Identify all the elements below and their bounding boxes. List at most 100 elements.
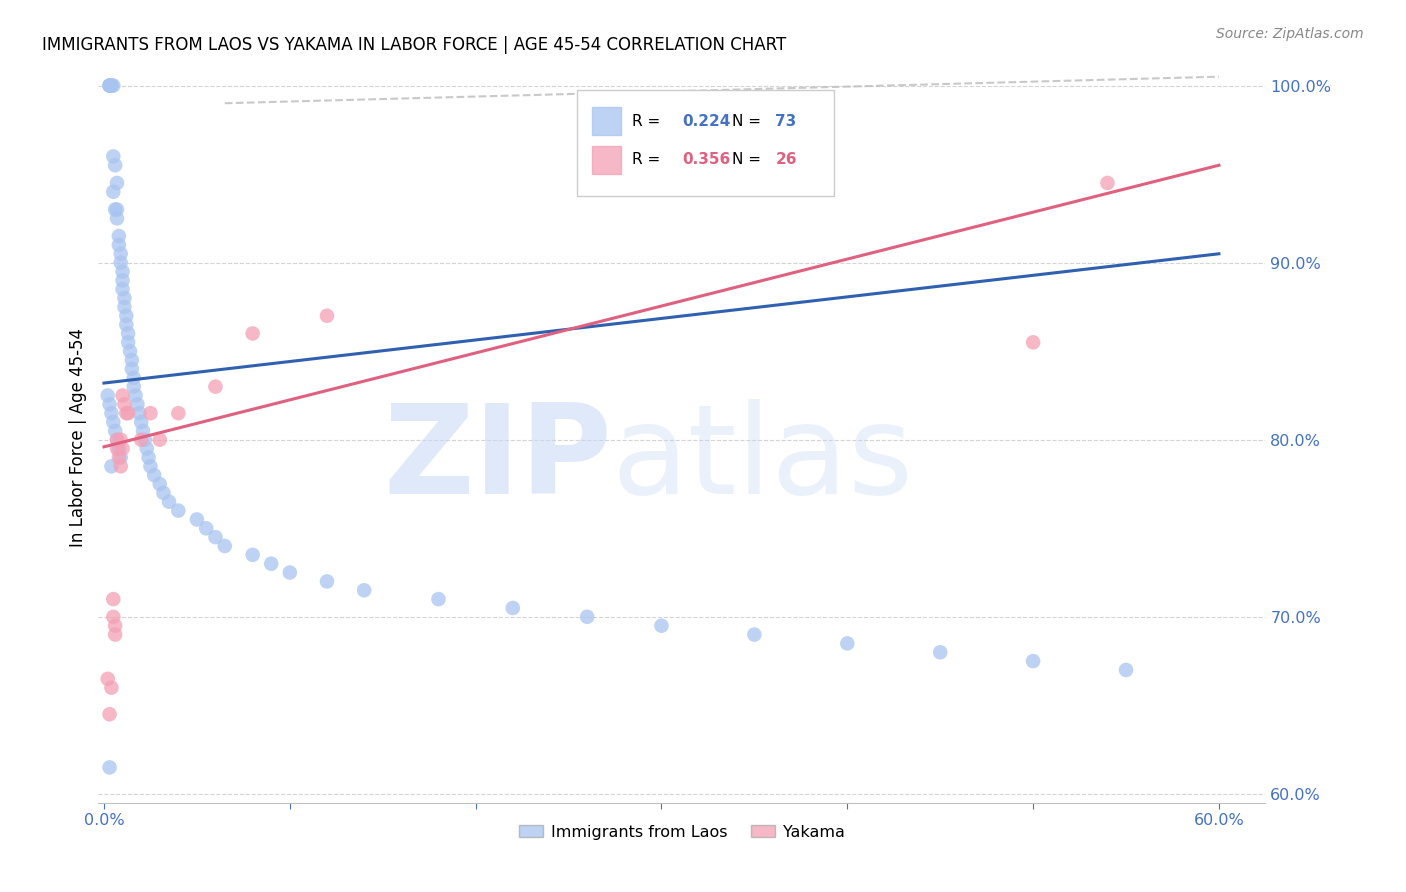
Point bbox=[108, 442, 131, 456]
Point bbox=[121, 362, 143, 376]
Point bbox=[1022, 335, 1045, 350]
Point bbox=[105, 433, 128, 447]
Point bbox=[98, 760, 121, 774]
Text: 0.224: 0.224 bbox=[682, 113, 730, 128]
Point bbox=[111, 282, 134, 296]
Point bbox=[111, 264, 134, 278]
Point bbox=[105, 202, 128, 217]
Point bbox=[138, 450, 160, 465]
Point bbox=[110, 247, 132, 261]
Point bbox=[929, 645, 952, 659]
Point bbox=[1097, 176, 1119, 190]
Point bbox=[98, 78, 121, 93]
Point bbox=[104, 158, 127, 172]
Point bbox=[167, 406, 190, 420]
FancyBboxPatch shape bbox=[592, 146, 621, 174]
Text: atlas: atlas bbox=[612, 399, 914, 519]
Point bbox=[186, 512, 208, 526]
Point bbox=[576, 610, 599, 624]
Point bbox=[105, 442, 128, 456]
Point bbox=[103, 78, 125, 93]
Point bbox=[128, 406, 150, 420]
Text: 0.356: 0.356 bbox=[682, 153, 730, 168]
Legend: Immigrants from Laos, Yakama: Immigrants from Laos, Yakama bbox=[512, 818, 852, 846]
Point bbox=[111, 273, 134, 287]
Point bbox=[114, 291, 136, 305]
Point bbox=[110, 450, 132, 465]
Point bbox=[114, 397, 136, 411]
Point bbox=[108, 238, 131, 252]
FancyBboxPatch shape bbox=[592, 107, 621, 135]
Point bbox=[108, 229, 131, 244]
Text: 73: 73 bbox=[775, 113, 797, 128]
Point bbox=[1022, 654, 1045, 668]
Point bbox=[110, 459, 132, 474]
Point bbox=[242, 326, 264, 341]
Point bbox=[149, 433, 172, 447]
Point bbox=[110, 433, 132, 447]
Point bbox=[115, 406, 138, 420]
Point bbox=[110, 255, 132, 269]
Text: IMMIGRANTS FROM LAOS VS YAKAMA IN LABOR FORCE | AGE 45-54 CORRELATION CHART: IMMIGRANTS FROM LAOS VS YAKAMA IN LABOR … bbox=[42, 36, 786, 54]
Point bbox=[242, 548, 264, 562]
Point bbox=[98, 707, 121, 722]
Point bbox=[98, 397, 121, 411]
Text: R =: R = bbox=[631, 113, 665, 128]
Point bbox=[134, 433, 156, 447]
Point bbox=[143, 468, 166, 483]
Point bbox=[97, 388, 120, 402]
Point bbox=[105, 433, 128, 447]
Point bbox=[316, 309, 339, 323]
Point bbox=[104, 424, 127, 438]
Point bbox=[103, 592, 125, 607]
Point bbox=[195, 521, 218, 535]
Point bbox=[204, 530, 226, 544]
Point bbox=[124, 388, 146, 402]
Point bbox=[97, 672, 120, 686]
Point bbox=[103, 149, 125, 163]
Point bbox=[108, 450, 131, 465]
Point bbox=[117, 406, 139, 420]
FancyBboxPatch shape bbox=[576, 90, 834, 195]
Point bbox=[122, 370, 145, 384]
Point bbox=[103, 415, 125, 429]
Point bbox=[111, 442, 134, 456]
Point bbox=[152, 486, 174, 500]
Point bbox=[149, 477, 172, 491]
Point bbox=[316, 574, 339, 589]
Point bbox=[100, 78, 122, 93]
Point bbox=[105, 176, 128, 190]
Point bbox=[353, 583, 375, 598]
Point bbox=[214, 539, 236, 553]
Point bbox=[117, 335, 139, 350]
Point bbox=[139, 406, 162, 420]
Text: R =: R = bbox=[631, 153, 665, 168]
Point bbox=[105, 211, 128, 226]
Point bbox=[117, 326, 139, 341]
Point bbox=[100, 681, 122, 695]
Point bbox=[135, 442, 157, 456]
Point bbox=[129, 415, 152, 429]
Point bbox=[427, 592, 450, 607]
Point bbox=[204, 379, 226, 393]
Point bbox=[260, 557, 283, 571]
Point bbox=[127, 397, 149, 411]
Point bbox=[650, 618, 672, 632]
Text: N =: N = bbox=[733, 113, 766, 128]
Point bbox=[139, 459, 162, 474]
Point bbox=[118, 344, 141, 359]
Point bbox=[167, 503, 190, 517]
Text: 26: 26 bbox=[775, 153, 797, 168]
Point bbox=[100, 78, 122, 93]
Text: Source: ZipAtlas.com: Source: ZipAtlas.com bbox=[1216, 27, 1364, 41]
Y-axis label: In Labor Force | Age 45-54: In Labor Force | Age 45-54 bbox=[69, 327, 87, 547]
Point bbox=[103, 610, 125, 624]
Point bbox=[122, 379, 145, 393]
Point bbox=[132, 424, 155, 438]
Point bbox=[103, 185, 125, 199]
Point bbox=[98, 78, 121, 93]
Point bbox=[502, 601, 524, 615]
Point bbox=[104, 627, 127, 641]
Point bbox=[100, 459, 122, 474]
Point bbox=[278, 566, 301, 580]
